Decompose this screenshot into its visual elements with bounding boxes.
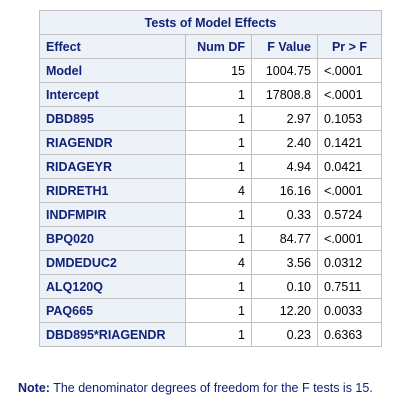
effect-cell: BPQ020 xyxy=(39,226,186,251)
column-header-f-value: F Value xyxy=(251,34,318,59)
effect-cell: Intercept xyxy=(39,82,186,107)
pr-f-cell: 0.6363 xyxy=(316,322,383,347)
caption-row: Tests of Model Effects xyxy=(38,10,383,35)
pr-f-cell: <.0001 xyxy=(316,178,383,203)
table-row: RIDAGEYR 1 4.94 0.0421 xyxy=(39,154,383,179)
pr-f-cell: <.0001 xyxy=(316,58,383,83)
table-row: DMDEDUC2 4 3.56 0.0312 xyxy=(39,250,383,275)
note-label: Note: xyxy=(18,381,50,395)
pr-f-cell: <.0001 xyxy=(316,226,383,251)
num-df-cell: 1 xyxy=(185,130,252,155)
num-df-cell: 1 xyxy=(185,226,252,251)
effect-cell: ALQ120Q xyxy=(39,274,186,299)
model-effects-table-container: Tests of Model Effects Effect Num DF F V… xyxy=(38,10,383,347)
pr-f-cell: 0.1421 xyxy=(316,130,383,155)
note-text: The denominator degrees of freedom for t… xyxy=(53,381,373,395)
f-value-cell: 0.10 xyxy=(251,274,318,299)
column-header-row: Effect Num DF F Value Pr > F xyxy=(39,34,383,59)
num-df-cell: 15 xyxy=(185,58,252,83)
f-value-cell: 2.40 xyxy=(251,130,318,155)
effect-cell: Model xyxy=(39,58,186,83)
effect-cell: RIDAGEYR xyxy=(39,154,186,179)
f-value-cell: 17808.8 xyxy=(251,82,318,107)
f-value-cell: 0.33 xyxy=(251,202,318,227)
effect-cell: RIDRETH1 xyxy=(39,178,186,203)
pr-f-cell: 0.0421 xyxy=(316,154,383,179)
effect-cell: DBD895 xyxy=(39,106,186,131)
table-row: BPQ020 1 84.77 <.0001 xyxy=(39,226,383,251)
num-df-cell: 1 xyxy=(185,298,252,323)
effect-cell: RIAGENDR xyxy=(39,130,186,155)
num-df-cell: 1 xyxy=(185,154,252,179)
table-row: Intercept 1 17808.8 <.0001 xyxy=(39,82,383,107)
f-value-cell: 84.77 xyxy=(251,226,318,251)
num-df-cell: 1 xyxy=(185,106,252,131)
table-row: RIAGENDR 1 2.40 0.1421 xyxy=(39,130,383,155)
num-df-cell: 1 xyxy=(185,274,252,299)
effect-cell: INDFMPIR xyxy=(39,202,186,227)
f-value-cell: 12.20 xyxy=(251,298,318,323)
f-value-cell: 2.97 xyxy=(251,106,318,131)
num-df-cell: 1 xyxy=(185,82,252,107)
column-header-num-df: Num DF xyxy=(185,34,252,59)
table-row: DBD895*RIAGENDR 1 0.23 0.6363 xyxy=(39,322,383,347)
table-row: Model 15 1004.75 <.0001 xyxy=(39,58,383,83)
num-df-cell: 4 xyxy=(185,250,252,275)
table-row: RIDRETH1 4 16.16 <.0001 xyxy=(39,178,383,203)
column-header-effect: Effect xyxy=(39,34,186,59)
effect-cell: DMDEDUC2 xyxy=(39,250,186,275)
table-body: Model 15 1004.75 <.0001 Intercept 1 17808.8 <.0… xyxy=(39,58,383,347)
num-df-cell: 4 xyxy=(185,178,252,203)
column-header-pr-f: Pr > F xyxy=(316,34,383,59)
table-title: Tests of Model Effects xyxy=(38,10,383,35)
pr-f-cell: 0.0033 xyxy=(316,298,383,323)
f-value-cell: 3.56 xyxy=(251,250,318,275)
pr-f-cell: 0.1053 xyxy=(316,106,383,131)
model-effects-table: Tests of Model Effects Effect Num DF F V… xyxy=(38,10,383,347)
pr-f-cell: 0.7511 xyxy=(316,274,383,299)
num-df-cell: 1 xyxy=(185,202,252,227)
effect-cell: DBD895*RIAGENDR xyxy=(39,322,186,347)
footnote: Note: The denominator degrees of freedom… xyxy=(18,381,373,395)
f-value-cell: 0.23 xyxy=(251,322,318,347)
table-row: INDFMPIR 1 0.33 0.5724 xyxy=(39,202,383,227)
table-row: DBD895 1 2.97 0.1053 xyxy=(39,106,383,131)
f-value-cell: 1004.75 xyxy=(251,58,318,83)
f-value-cell: 4.94 xyxy=(251,154,318,179)
table-row: ALQ120Q 1 0.10 0.7511 xyxy=(39,274,383,299)
pr-f-cell: 0.5724 xyxy=(316,202,383,227)
effect-cell: PAQ665 xyxy=(39,298,186,323)
table-row: PAQ665 1 12.20 0.0033 xyxy=(39,298,383,323)
f-value-cell: 16.16 xyxy=(251,178,318,203)
num-df-cell: 1 xyxy=(185,322,252,347)
pr-f-cell: <.0001 xyxy=(316,82,383,107)
pr-f-cell: 0.0312 xyxy=(316,250,383,275)
